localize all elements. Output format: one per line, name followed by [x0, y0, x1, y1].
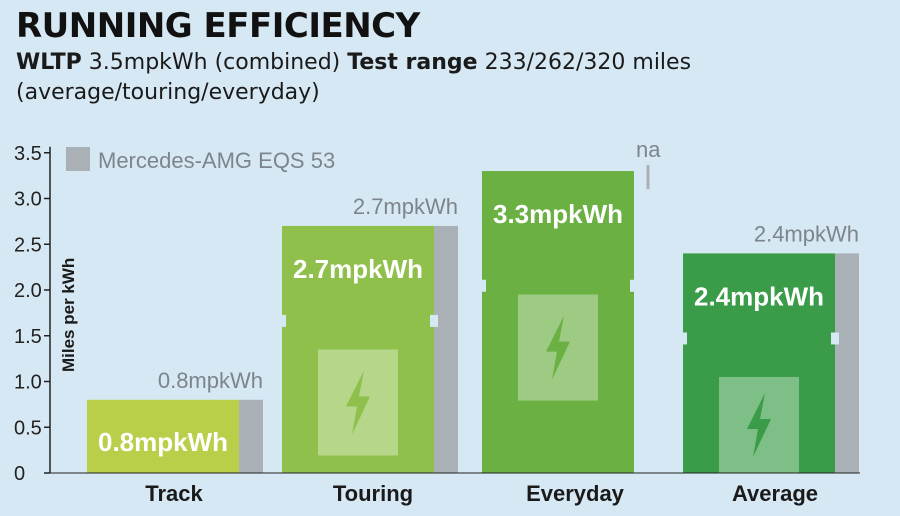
- bar-notch: [831, 332, 839, 345]
- battery-lightning-icon: [518, 294, 598, 401]
- y-tick-label: 2.5: [14, 234, 42, 256]
- bar-value-label: 0.8mpkWh: [98, 427, 228, 457]
- y-tick-label: 1.5: [14, 326, 42, 348]
- x-category-label: Average: [732, 481, 818, 506]
- bar-value-label: 2.7mpkWh: [293, 254, 423, 284]
- test-range-note: (average/touring/everyday): [16, 80, 320, 105]
- bar-value-label: 3.3mpkWh: [493, 199, 623, 229]
- efficiency-bar-everyday: [482, 171, 634, 474]
- bar-notch: [679, 332, 687, 345]
- wltp-value: 3.5mpkWh (combined): [88, 50, 341, 75]
- x-category-label: Everyday: [526, 481, 625, 506]
- lightning-bolt-icon: [747, 392, 771, 457]
- y-tick-label: 2.0: [14, 280, 42, 302]
- legend-swatch: [66, 147, 90, 171]
- y-tick-label: 3.0: [14, 189, 42, 211]
- efficiency-bar-track: [87, 399, 239, 473]
- legend-label: Mercedes-AMG EQS 53: [98, 148, 335, 173]
- test-range-value: 233/262/320 miles: [484, 50, 692, 75]
- chart-title: RUNNING EFFICIENCY: [16, 6, 420, 46]
- wltp-label: WLTP: [16, 50, 82, 75]
- comparison-bar-label: na: [636, 137, 661, 162]
- comparison-bar: [239, 399, 263, 473]
- battery-lightning-icon: [719, 376, 799, 473]
- bar-notch: [478, 279, 486, 292]
- y-tick-label: 0.5: [14, 417, 42, 439]
- test-range-label: Test range: [347, 50, 478, 75]
- comparison-bar-label: 2.7mpkWh: [353, 194, 458, 219]
- bar-notch: [278, 314, 286, 327]
- comparison-bar-label: 2.4mpkWh: [754, 221, 859, 246]
- battery-lightning-icon: [318, 349, 398, 456]
- y-tick-label: 3.5: [14, 143, 42, 165]
- chart-subtitle: WLTP 3.5mpkWh (combined) Test range 233/…: [16, 48, 876, 108]
- bar-notch: [630, 279, 638, 292]
- comparison-bar: [434, 225, 458, 473]
- lightning-bolt-icon: [546, 315, 570, 380]
- bar-value-label: 2.4mpkWh: [694, 281, 824, 311]
- bar-notch: [430, 314, 438, 327]
- y-tick-label: 1.0: [14, 372, 42, 394]
- comparison-bar: [835, 253, 859, 473]
- x-category-label: Track: [145, 481, 203, 506]
- lightning-bolt-icon: [346, 370, 370, 435]
- comparison-bar-label: 0.8mpkWh: [158, 368, 263, 393]
- x-category-label: Touring: [333, 481, 413, 506]
- y-axis-title: Miles per kWh: [59, 258, 78, 372]
- y-tick-label: 0: [14, 463, 25, 485]
- efficiency-bar-touring: [282, 225, 434, 473]
